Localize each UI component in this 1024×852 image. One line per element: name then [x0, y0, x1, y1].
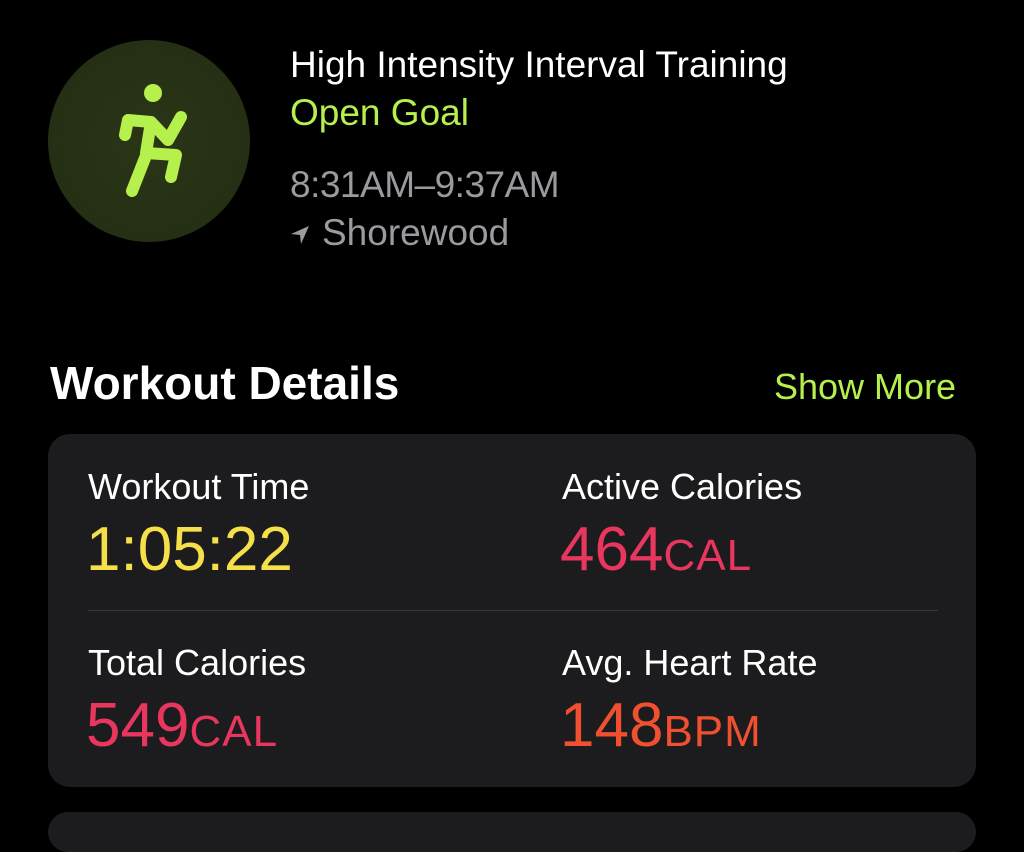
metric-value-avg-heart-rate: 148BPM [560, 690, 762, 761]
unit: CAL [663, 531, 753, 580]
workout-type-icon-badge [48, 40, 250, 242]
value: 148 [560, 691, 664, 760]
next-card [48, 812, 976, 852]
location-name: Shorewood [322, 212, 510, 253]
divider [88, 610, 938, 611]
value: 549 [86, 691, 190, 760]
metric-value-workout-time: 1:05:22 [86, 514, 293, 585]
metric-label-avg-heart-rate: Avg. Heart Rate [562, 642, 818, 683]
metric-label-total-calories: Total Calories [88, 642, 307, 683]
value: 464 [560, 515, 664, 584]
metric-value-total-calories: 549CAL [86, 690, 278, 761]
workout-time-range: 8:31AM–9:37AM [290, 164, 560, 205]
workout-title: High Intensity Interval Training [290, 44, 788, 85]
unit: BPM [663, 707, 762, 756]
metric-label-active-calories: Active Calories [562, 466, 803, 507]
metric-label-workout-time: Workout Time [88, 466, 310, 507]
workout-location: Shorewood [290, 212, 509, 254]
metric-value-active-calories: 464CAL [560, 514, 752, 585]
location-arrow-icon [291, 226, 309, 245]
show-more-button[interactable]: Show More [774, 366, 957, 407]
unit: CAL [189, 707, 279, 756]
section-heading: Workout Details [50, 357, 400, 409]
value: 1:05:22 [86, 515, 293, 584]
workout-goal: Open Goal [290, 92, 469, 133]
figure-hiit-icon [119, 84, 187, 197]
